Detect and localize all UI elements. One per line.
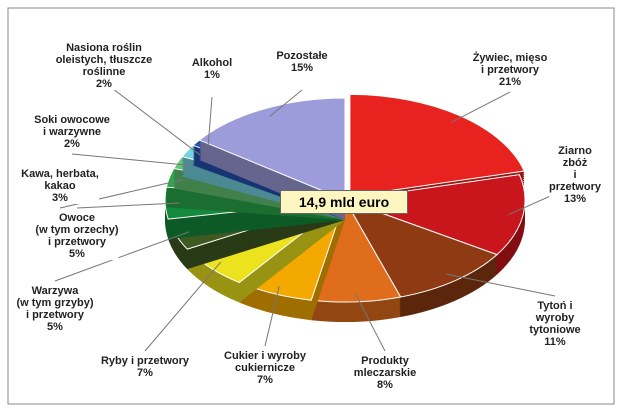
- slice-label: Nasiona roślin oleistych, tłuszcze rośli…: [55, 42, 153, 90]
- value-label: 15%: [290, 62, 314, 74]
- leader-line: [144, 261, 222, 352]
- slice-label: Owoce (w tym orzechy) i przetwory 5%: [35, 212, 119, 260]
- leader-line: [354, 293, 386, 352]
- slice-label: Soki owocowe i warzywne 2%: [34, 114, 110, 150]
- slice: [343, 199, 498, 318]
- slice-label: Tytoń i wyroby tytoniowe 11%: [521, 300, 589, 348]
- leader-line: [207, 96, 213, 148]
- value-label: 13%: [563, 193, 587, 205]
- center-label: 14,9 mld euro: [280, 190, 408, 214]
- value-label: 8%: [377, 379, 393, 391]
- slice-label: Warzywa (w tym grzyby) i przetwory 5%: [16, 285, 94, 333]
- value-label: 5%: [69, 248, 85, 260]
- slice-label: Kawa, herbata, kakao 3%: [21, 168, 99, 204]
- slice-top: [349, 93, 525, 197]
- value-label: 1%: [204, 69, 220, 81]
- value-label: 7%: [257, 374, 273, 386]
- leader-line: [71, 153, 192, 166]
- leader-line: [54, 231, 190, 282]
- value-label: 2%: [64, 138, 80, 150]
- value-label: 21%: [498, 76, 522, 88]
- leader-line: [451, 91, 511, 123]
- value-label: 11%: [544, 336, 566, 348]
- slice-label: Żywiec, mięso i przetwory 21%: [472, 52, 548, 88]
- leader-line: [446, 273, 556, 297]
- value-label: 7%: [137, 367, 153, 379]
- slice-top: [343, 199, 498, 298]
- leader-line: [269, 89, 303, 117]
- value-label: 2%: [96, 78, 112, 90]
- slice: [198, 97, 346, 220]
- slice-label: Ziarno zbóż i przetwory 13%: [549, 145, 601, 205]
- slice-label: Pozostałe 15%: [276, 50, 328, 74]
- value-label: 5%: [47, 321, 63, 333]
- slice-label: Ryby i przetwory 7%: [100, 355, 190, 379]
- leader-line: [264, 286, 280, 347]
- frame: [7, 7, 615, 405]
- value-label: 3%: [52, 192, 68, 204]
- slice-label: Alkohol 1%: [191, 57, 233, 81]
- leader-line: [76, 202, 180, 209]
- slice-label: Cukier i wyroby cukiernicze 7%: [224, 350, 306, 386]
- leader-line: [103, 81, 201, 156]
- slice-top: [198, 97, 346, 201]
- slice-label: Produkty mleczarskie 8%: [353, 355, 417, 391]
- slice: [310, 198, 402, 322]
